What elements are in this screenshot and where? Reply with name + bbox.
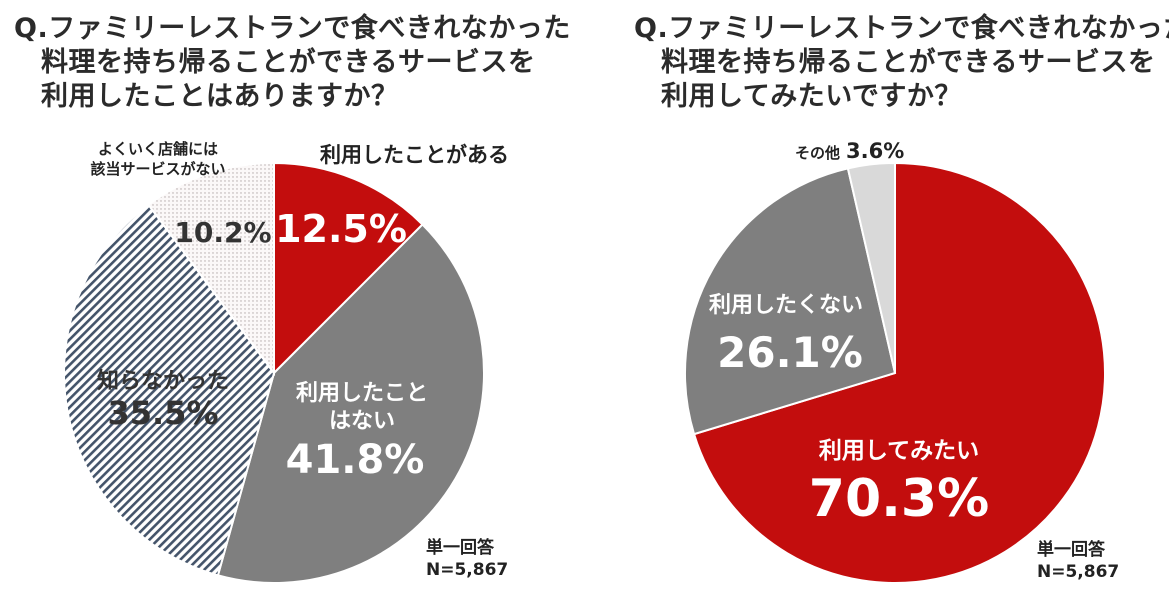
chart2-slice-1-value: 70.3% bbox=[809, 469, 989, 529]
chart1-slice-1-value: 12.5% bbox=[275, 207, 407, 251]
chart1-slice-1 bbox=[273, 161, 424, 376]
chart2-sample-note: 単一回答 N=5,867 bbox=[1037, 539, 1119, 583]
chart1-sample-size: N=5,867 bbox=[426, 560, 509, 580]
chart2-slice-2-label: 利用したくない bbox=[709, 293, 863, 318]
chart1-slice-3-label: 知らなかった bbox=[97, 368, 229, 394]
chart2-question-line-2: 料理を持ち帰ることができるサービスを bbox=[661, 47, 1156, 78]
chart1-question-line-3: 利用したことはありますか？ bbox=[41, 81, 399, 112]
chart2-slice-1-label: 利用してみたい bbox=[819, 438, 979, 464]
chart2-slice-2 bbox=[684, 167, 897, 436]
pie-chart-1 bbox=[63, 161, 485, 584]
chart2-sample-size: N=5,867 bbox=[1037, 562, 1120, 582]
chart1-slice-2 bbox=[216, 223, 485, 584]
chart1-question-line-2: 料理を持ち帰ることができるサービスを bbox=[41, 47, 536, 78]
chart2-response-type: 単一回答 bbox=[1037, 540, 1105, 560]
chart2-question-line-3: 利用してみたいですか？ bbox=[661, 81, 962, 112]
chart2-slice-1 bbox=[692, 161, 1106, 584]
chart1-slice-2-value: 41.8% bbox=[286, 437, 425, 483]
chart2-slice-3-value: 3.6% bbox=[846, 139, 904, 163]
chart1-sample-note: 単一回答 N=5,867 bbox=[426, 537, 508, 581]
chart2-slice-2-value: 26.1% bbox=[717, 328, 863, 377]
chart2-question-title: Q.ファミリーレストランで食べきれなかった 料理を持ち帰ることができるサービスを… bbox=[634, 12, 1169, 114]
pie-chart-2 bbox=[684, 161, 1106, 584]
chart1-question-title: Q.ファミリーレストランで食べきれなかった 料理を持ち帰ることができるサービスを… bbox=[14, 12, 571, 114]
chart2-slice-3-label: その他 bbox=[795, 144, 840, 162]
chart1-question-line-1: Q.ファミリーレストランで食べきれなかった bbox=[14, 13, 571, 44]
chart1-slice-4-label-1: よくいく店舗には bbox=[98, 140, 218, 158]
chart1-slice-2-label-2: はない bbox=[329, 409, 395, 434]
chart1-slice-1-label: 利用したことがある bbox=[320, 143, 509, 167]
chart1-slice-3-value: 35.5% bbox=[107, 394, 218, 432]
chart1-slice-2-label-1: 利用したこと bbox=[296, 381, 428, 406]
chart1-response-type: 単一回答 bbox=[426, 538, 494, 558]
chart2-slice-3 bbox=[846, 161, 896, 374]
chart1-slice-4 bbox=[147, 161, 275, 377]
pie-chart-2-labels: 利用してみたい 70.3% 利用したくない 26.1% その他 3.6% bbox=[709, 139, 989, 529]
chart1-slice-4-label-2: 該当サービスがない bbox=[90, 160, 225, 178]
chart1-slice-3 bbox=[63, 203, 276, 577]
chart1-slice-4-value: 10.2% bbox=[174, 216, 271, 249]
chart2-question-line-1: Q.ファミリーレストランで食べきれなかった bbox=[634, 13, 1169, 44]
